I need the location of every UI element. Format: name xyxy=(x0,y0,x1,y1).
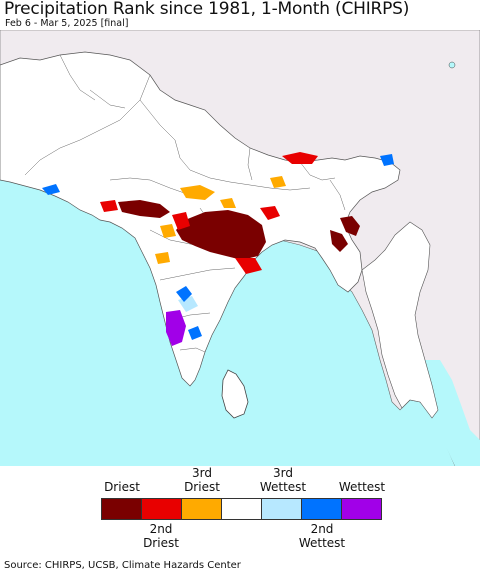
legend-swatch xyxy=(141,498,182,520)
legend-swatch xyxy=(101,498,142,520)
legend-label-third-driest: 3rd Driest xyxy=(184,466,220,494)
wettest-patches xyxy=(166,310,186,346)
third-driest-patches xyxy=(155,176,286,264)
precipitation-rank-map xyxy=(0,30,480,466)
sri-lanka xyxy=(221,369,249,419)
legend-swatch xyxy=(261,498,302,520)
myanmar xyxy=(361,221,439,419)
island-dots xyxy=(448,61,456,69)
source-credit: Source: CHIRPS, UCSB, Climate Hazards Ce… xyxy=(4,560,241,571)
driest-patches xyxy=(118,200,360,260)
legend-label-driest: Driest xyxy=(104,480,140,494)
andaman-sea xyxy=(420,360,480,466)
legend-label-wettest: Wettest xyxy=(338,480,386,494)
map-subtitle: Feb 6 - Mar 5, 2025 [final] xyxy=(5,18,129,29)
legend-swatch xyxy=(341,498,382,520)
second-wettest-patches xyxy=(42,154,394,340)
legend-label-third-wettest: 3rd Wettest xyxy=(259,466,307,494)
legend-swatch xyxy=(181,498,222,520)
legend-swatch xyxy=(301,498,342,520)
legend-swatch xyxy=(221,498,262,520)
map-title: Precipitation Rank since 1981, 1-Month (… xyxy=(4,0,410,19)
second-driest-patches xyxy=(100,152,318,274)
legend: Driest 3rd Driest 3rd Wettest Wettest 2n… xyxy=(0,466,480,556)
legend-colorbar xyxy=(101,498,382,520)
legend-label-second-driest: 2nd Driest xyxy=(143,522,179,550)
legend-label-second-wettest: 2nd Wettest xyxy=(298,522,346,550)
